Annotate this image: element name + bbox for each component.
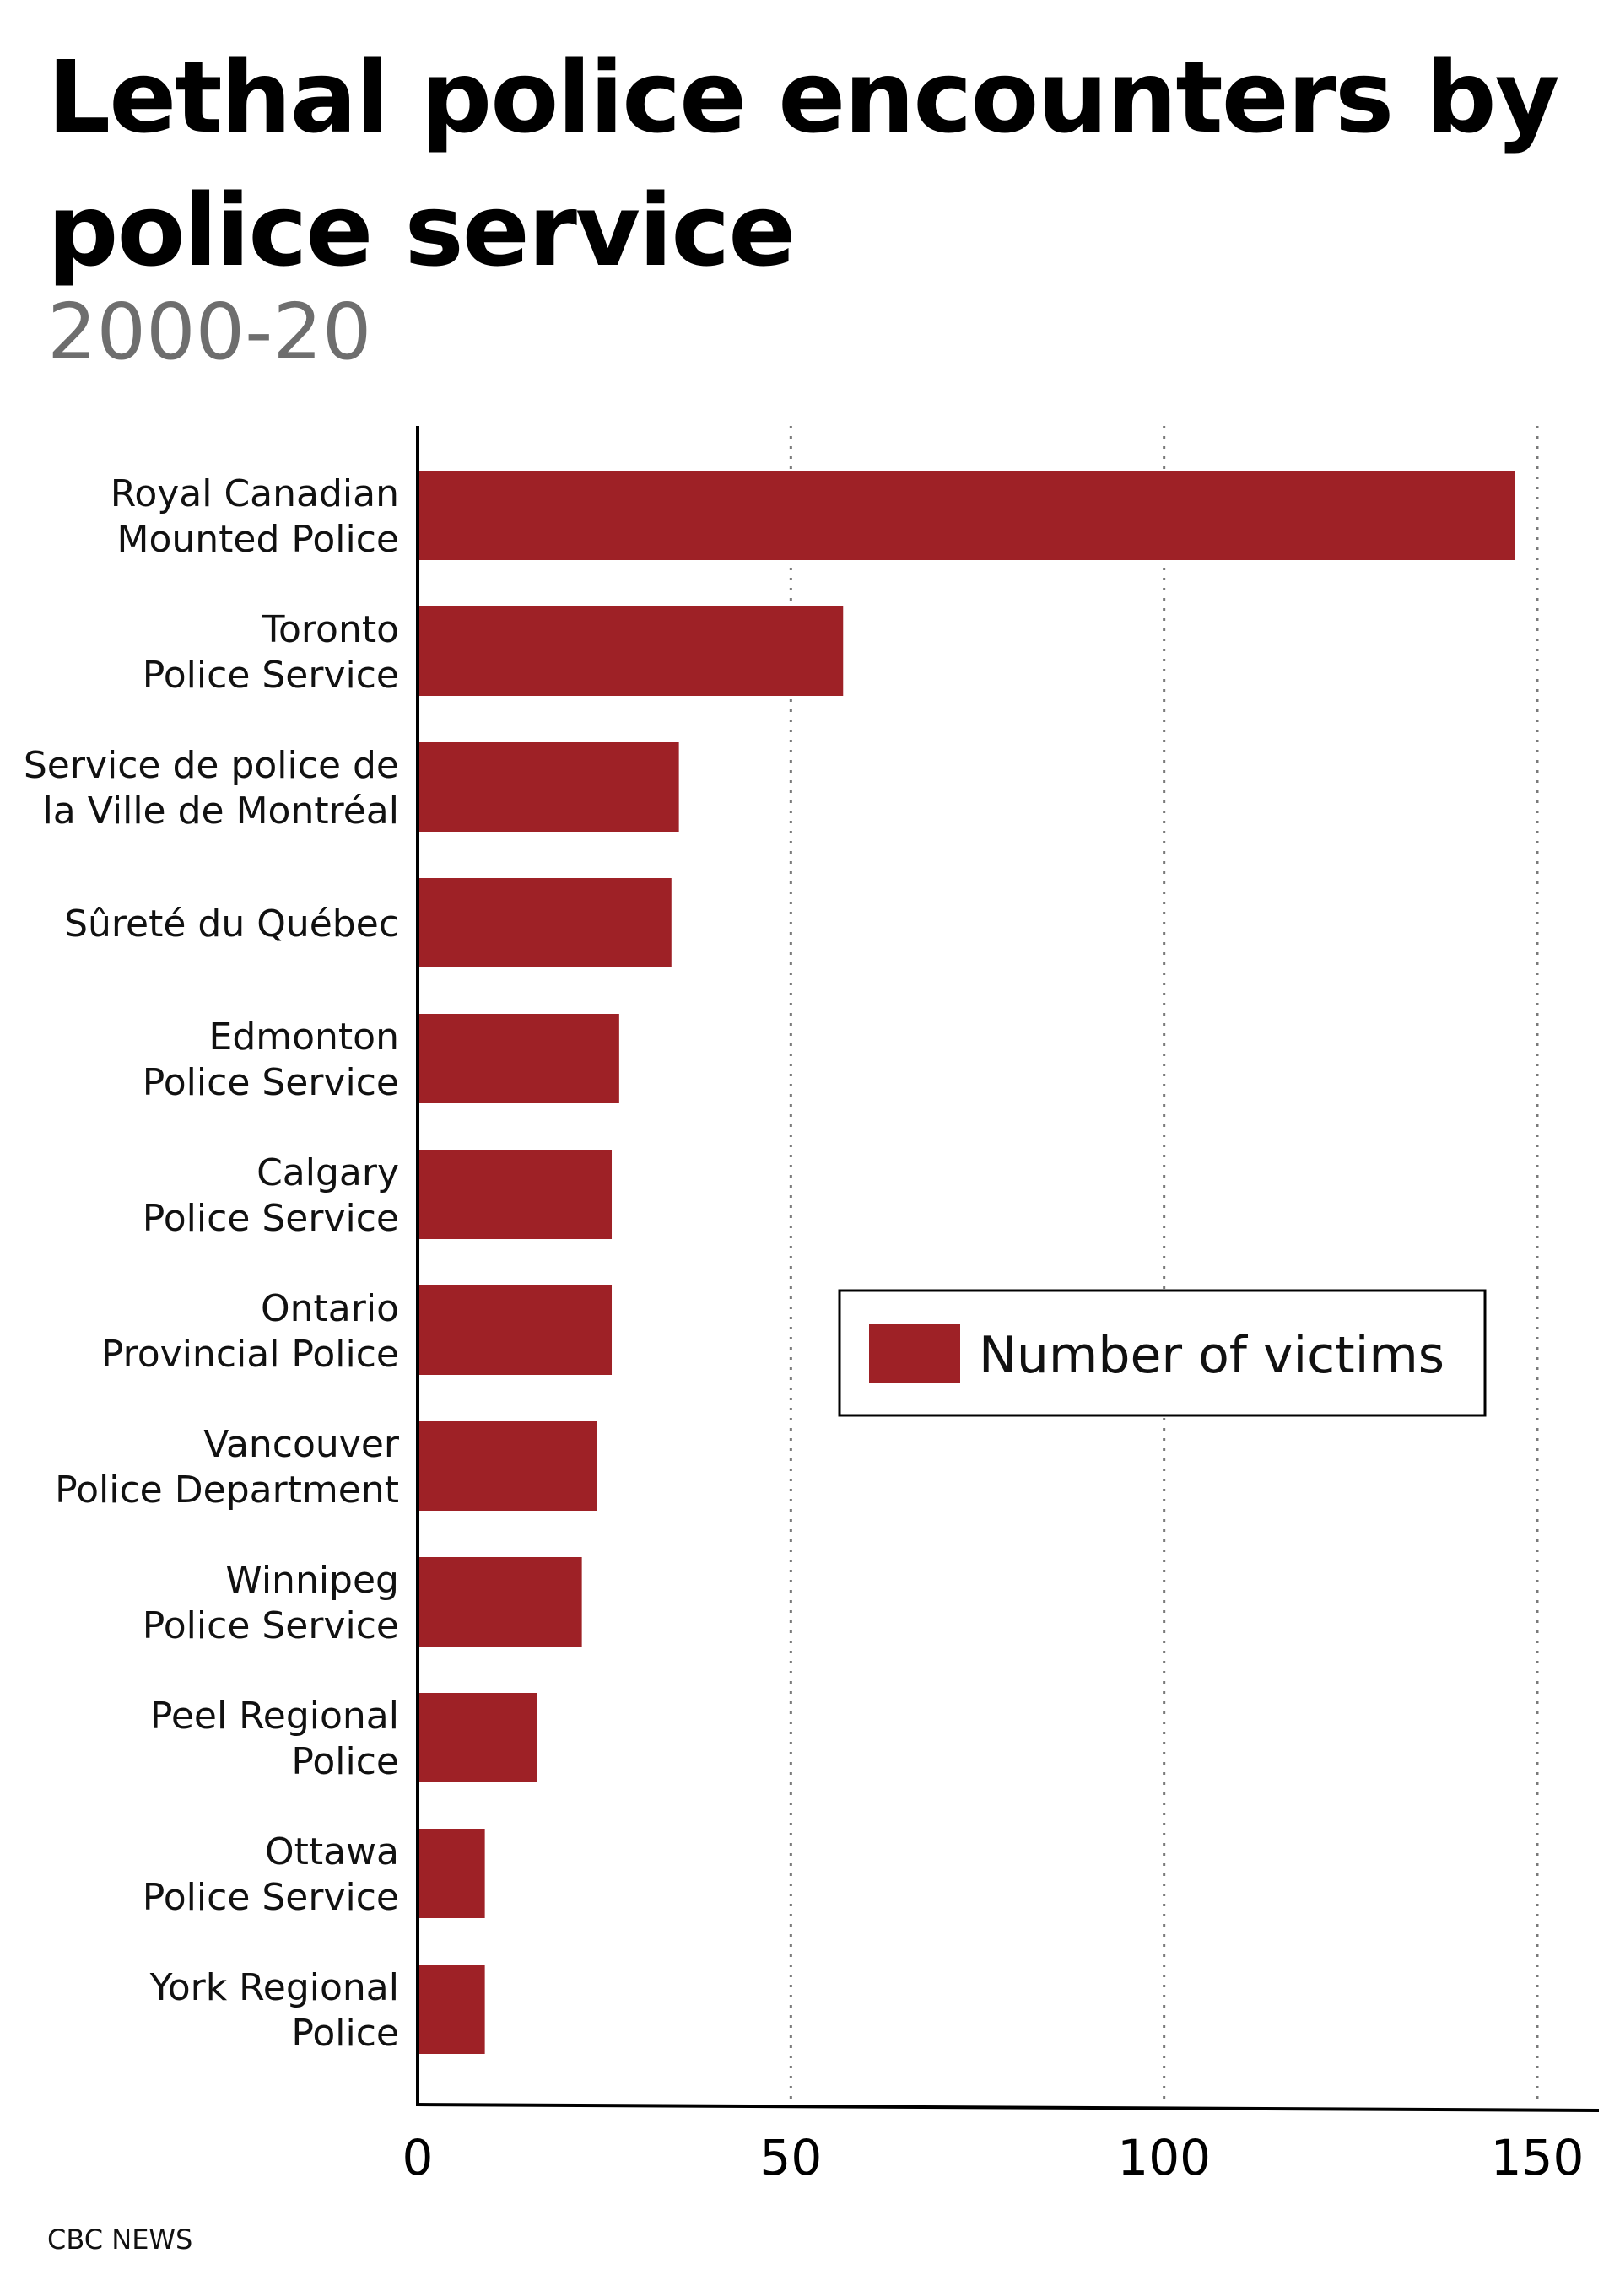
bar-3 — [418, 878, 672, 967]
chart-title: Lethal police encounters by police servi… — [47, 39, 1560, 288]
bar-2 — [418, 742, 679, 832]
grid-lines — [789, 426, 1539, 2102]
category-label-5: Calgary Police Service — [143, 1151, 399, 1240]
category-label-7: Vancouver Police Department — [55, 1423, 400, 1512]
bar-4 — [418, 1014, 619, 1103]
bar-1 — [418, 606, 844, 696]
bar-0 — [418, 471, 1515, 560]
bar-10 — [418, 1829, 485, 1918]
category-labels: Royal Canadian Mounted Police Toronto Polic… — [24, 472, 400, 2055]
x-tick-label-150: 150 — [1491, 2129, 1585, 2186]
bar-5 — [418, 1150, 613, 1239]
x-axis-line — [415, 2103, 1600, 2112]
x-tick-label-50: 50 — [759, 2129, 822, 2186]
category-label-6: Ontario Provincial Police — [101, 1287, 399, 1376]
bar-11 — [418, 1965, 485, 2054]
legend-label: Number of victims — [979, 1326, 1444, 1385]
bar-7 — [418, 1421, 597, 1511]
bar-8 — [418, 1557, 582, 1647]
bar-9 — [418, 1693, 537, 1782]
bar-6 — [418, 1285, 613, 1375]
category-label-1: Toronto Police Service — [143, 608, 399, 697]
category-label-2: Service de police de la Ville de Montréal — [24, 744, 399, 833]
category-label-11: York Regional Police — [149, 1966, 399, 2055]
category-label-3: Sûreté du Québec — [64, 903, 399, 946]
source-credit: CBC NEWS — [47, 2223, 193, 2256]
category-label-10: Ottawa Police Service — [143, 1830, 399, 1919]
bars — [418, 471, 1515, 2054]
chart-subtitle: 2000-20 — [47, 287, 372, 377]
legend: Number of victims — [838, 1289, 1487, 1417]
category-label-0: Royal Canadian Mounted Police — [111, 472, 399, 561]
category-label-9: Peel Regional Police — [150, 1695, 399, 1783]
legend-swatch — [869, 1324, 960, 1383]
axes: 0 50 100 150 — [402, 426, 1600, 2186]
category-label-4: Edmonton Police Service — [143, 1016, 399, 1104]
x-tick-label-0: 0 — [402, 2129, 434, 2186]
category-label-8: Winnipeg Police Service — [143, 1559, 399, 1647]
x-tick-label-100: 100 — [1117, 2129, 1211, 2186]
